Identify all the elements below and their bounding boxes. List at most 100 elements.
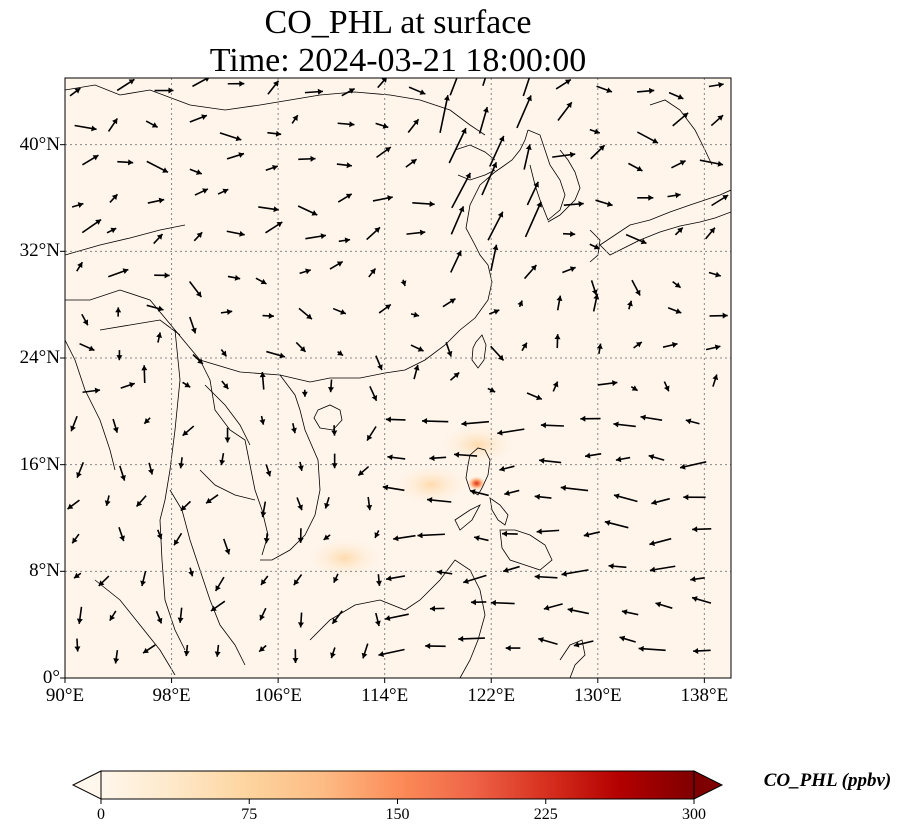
wind-arrow	[154, 87, 174, 94]
wind-arrow	[637, 194, 654, 201]
wind-arrow	[488, 309, 500, 315]
coastlines	[65, 84, 731, 678]
wind-arrow	[376, 146, 392, 159]
map-area	[65, 78, 731, 678]
wind-arrow	[693, 647, 711, 654]
wind-arrow	[337, 350, 344, 357]
wind-arrow	[534, 493, 552, 500]
wind-arrow	[592, 293, 600, 312]
wind-arrow	[596, 85, 613, 93]
wind-arrow	[182, 425, 195, 437]
wind-arrow	[583, 531, 600, 538]
wind-arrow	[120, 382, 136, 389]
wind-arrow	[369, 385, 378, 402]
wind-arrow	[375, 355, 383, 371]
wind-arrow	[304, 88, 324, 95]
wind-arrow	[113, 649, 120, 664]
wind-arrow	[405, 158, 418, 168]
wind-arrow	[146, 304, 164, 312]
wind-arrow	[589, 128, 601, 135]
wind-arrow	[406, 229, 426, 236]
wind-arrow	[263, 533, 270, 544]
wind-arrow	[604, 520, 629, 529]
wind-arrow	[627, 300, 633, 310]
wind-arrow	[590, 144, 606, 160]
wind-arrow	[633, 341, 643, 349]
wind-arrow	[387, 454, 406, 461]
wind-arrow	[563, 200, 584, 207]
wind-arrow	[333, 573, 339, 584]
wind-arrow	[156, 529, 163, 540]
lon-tick-label: 130°E	[573, 685, 622, 706]
wind-arrow	[146, 160, 169, 174]
colorbar-ticks	[100, 799, 695, 804]
wind-arrow	[425, 642, 446, 649]
wind-arrow	[449, 78, 458, 96]
wind-arrow	[219, 453, 226, 466]
wind-arrow	[526, 392, 543, 401]
wind-arrow	[332, 307, 347, 315]
wind-arrow	[596, 343, 603, 354]
wind-arrow	[524, 201, 542, 238]
wind-arrow	[668, 91, 684, 100]
wind-arrow	[255, 277, 267, 285]
wind-arrow	[651, 497, 670, 506]
wind-arrow	[104, 495, 111, 507]
wind-arrow	[410, 311, 420, 318]
wind-arrow	[413, 364, 420, 380]
wind-arrow	[429, 455, 447, 462]
wind-arrow	[561, 569, 589, 577]
wind-arrow	[461, 420, 490, 427]
wind-arrow	[297, 205, 318, 216]
wind-arrow	[76, 606, 83, 624]
wind-arrow	[562, 266, 576, 274]
wind-arrow	[262, 312, 274, 319]
wind-arrow	[193, 231, 203, 242]
wind-arrow	[562, 231, 576, 238]
wind-vectors	[67, 78, 729, 664]
wind-arrow	[336, 162, 352, 169]
wind-arrow	[148, 462, 154, 475]
wind-arrow	[188, 567, 195, 577]
wind-arrow	[142, 644, 156, 654]
wind-arrow	[366, 226, 381, 241]
wind-arrow	[597, 380, 618, 387]
wind-arrow	[589, 243, 600, 250]
wind-arrow	[429, 605, 445, 612]
wind-arrow	[298, 155, 316, 162]
wind-arrow	[552, 151, 576, 158]
wind-arrow	[219, 132, 242, 142]
wind-arrow	[691, 596, 712, 604]
wind-arrow	[649, 565, 676, 573]
wind-arrow	[567, 607, 590, 615]
wind-arrow	[194, 188, 209, 196]
manila-hotspot	[467, 476, 486, 491]
map-frame	[64, 77, 732, 679]
wind-arrow	[267, 130, 282, 137]
wind-arrow	[327, 379, 334, 393]
wind-arrow	[543, 603, 563, 611]
wind-arrow	[296, 497, 303, 511]
wind-arrow	[189, 114, 208, 123]
wind-arrow	[526, 181, 540, 206]
wind-arrow	[448, 127, 467, 164]
wind-arrow	[674, 226, 684, 236]
wind-arrow	[640, 414, 663, 421]
wind-arrow	[265, 164, 279, 171]
wind-arrow	[79, 342, 95, 352]
wind-arrow	[712, 374, 719, 387]
wind-arrow	[301, 389, 308, 397]
wind-arrow	[685, 418, 700, 425]
wind-arrow	[141, 365, 148, 384]
wind-arrow	[470, 599, 487, 606]
wind-arrow	[408, 86, 426, 95]
wind-arrow	[502, 565, 520, 573]
wind-arrow	[82, 387, 101, 394]
wind-arrow	[638, 645, 666, 652]
wind-arrow	[267, 80, 280, 95]
wind-arrow	[205, 494, 219, 504]
wind-arrow	[487, 211, 504, 241]
wind-arrow	[473, 535, 489, 542]
wind-arrow	[260, 501, 267, 518]
